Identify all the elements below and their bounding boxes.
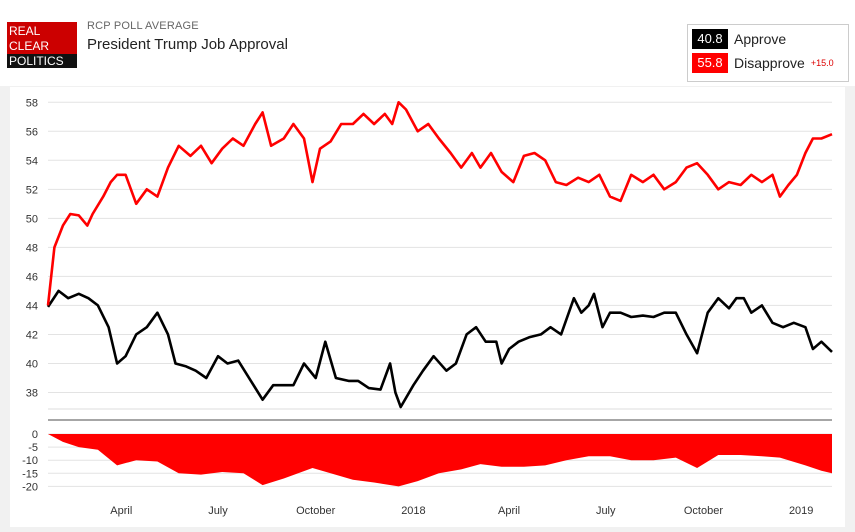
y-tick-label: 58 [26, 97, 38, 109]
disapprove-value: 55.8 [692, 53, 728, 73]
spread-tick-label: -15 [22, 468, 38, 480]
legend-approve[interactable]: 40.8 Approve [692, 29, 786, 49]
header: REAL CLEAR POLITICS RCP POLL AVERAGE Pre… [0, 0, 855, 86]
x-tick-label: April [498, 505, 520, 517]
chart-area: 58 56 54 52 50 48 46 44 42 40 38 0 -5 -10 -15 -20 Apri… [10, 87, 845, 527]
x-tick-label: October [296, 505, 335, 517]
x-tick-label: July [596, 505, 616, 517]
spread-value: +15.0 [810, 58, 834, 68]
y-tick-label: 40 [26, 358, 38, 370]
y-tick-label: 46 [26, 271, 38, 283]
chart-svg[interactable]: 58 56 54 52 50 48 46 44 42 40 38 0-5-10-15-20 Apri… [10, 87, 845, 527]
spread-tick-label: -10 [22, 455, 38, 467]
y-tick-label: 52 [26, 184, 38, 196]
x-tick-label: 2018 [401, 505, 425, 517]
y-tick-label: 48 [26, 242, 38, 254]
series-line-approve[interactable] [46, 289, 833, 409]
x-tick-label: April [110, 505, 132, 517]
y-tick-label: 56 [26, 126, 38, 138]
legend: 40.8 Approve 55.8 Disapprove +15.0 [687, 24, 849, 82]
y-tick-label: 38 [26, 387, 38, 399]
chart-kicker: RCP POLL AVERAGE [87, 20, 199, 32]
x-tick-label: 2019 [789, 505, 813, 517]
y-tick-label: 42 [26, 329, 38, 341]
x-tick-label: July [208, 505, 228, 517]
rcp-logo[interactable]: REAL CLEAR POLITICS [7, 22, 77, 68]
spread-tick-label: 0 [32, 429, 38, 441]
logo-text: POLITICS [9, 54, 64, 68]
spread-tick-label: -20 [22, 481, 38, 493]
logo-text: CLEAR [9, 39, 49, 53]
chart-title[interactable]: President Trump Job Approval [87, 36, 288, 53]
approve-label: Approve [734, 31, 787, 47]
y-tick-label: 50 [26, 213, 38, 225]
y-tick-label: 54 [26, 155, 38, 167]
spread-tick-label: -5 [28, 442, 38, 454]
y-tick-label: 44 [26, 300, 38, 312]
spread-area[interactable] [48, 434, 832, 487]
approve-value: 40.8 [692, 29, 728, 49]
x-tick-label: October [684, 505, 723, 517]
series-line-disapprove[interactable] [46, 101, 833, 306]
disapprove-label: Disapprove [734, 55, 805, 71]
legend-disapprove[interactable]: 55.8 Disapprove +15.0 [692, 53, 834, 73]
logo-text: REAL [9, 24, 41, 38]
